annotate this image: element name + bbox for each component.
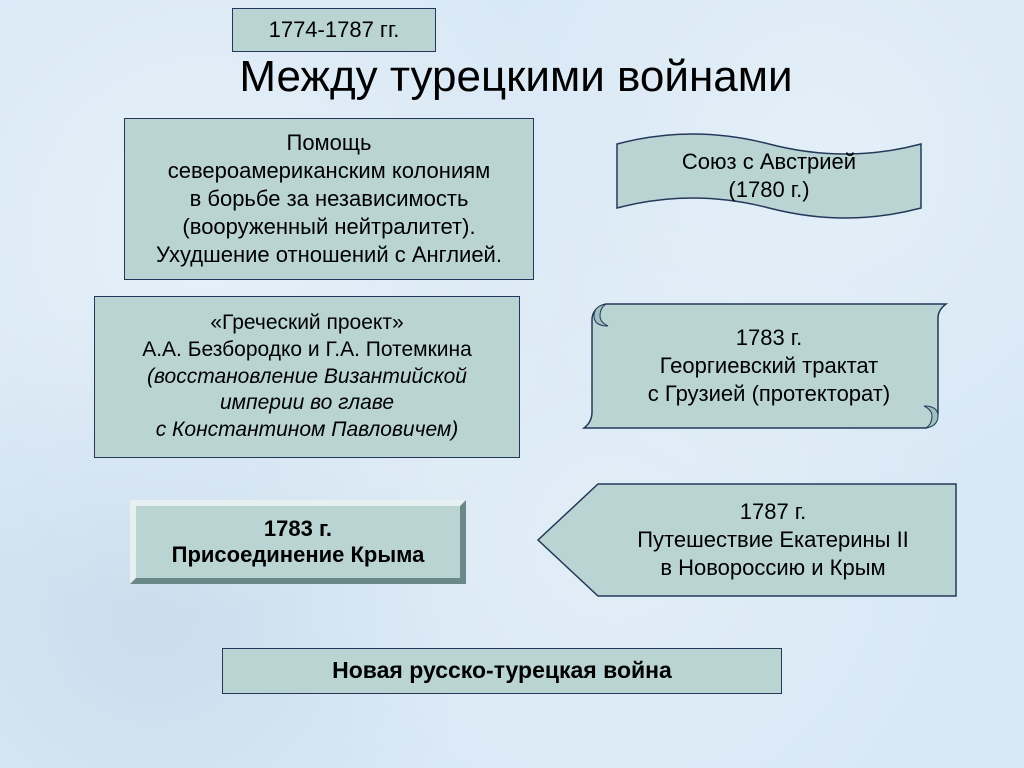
austria-line-2: (1780 г.): [728, 176, 809, 204]
colonies-line-4: (вооруженный нейтралитет).: [182, 213, 475, 241]
arrow-trip: 1787 г. Путешествие Екатерины II в Новор…: [534, 480, 960, 600]
greek-line-1: «Греческий проект»: [210, 310, 403, 337]
header-date-badge: 1774-1787 гг.: [232, 8, 436, 52]
footer-bar: Новая русско-турецкая война: [222, 648, 782, 694]
colonies-line-5: Ухудшение отношений с Англией.: [156, 241, 502, 269]
scroll-georgia: 1783 г. Георгиевский трактат с Грузией (…: [580, 300, 950, 432]
greek-line-3: (восстановление Византийской: [147, 364, 467, 391]
greek-line-5: с Константином Павловичем): [156, 417, 459, 444]
box-colonies: Помощь североамериканским колониям в бор…: [124, 118, 534, 280]
wave-austria: Союз с Австрией (1780 г.): [616, 122, 922, 230]
austria-line-1: Союз с Австрией: [682, 148, 856, 176]
trip-line-1: 1787 г.: [740, 498, 807, 526]
greek-line-2: А.А. Безбородко и Г.А. Потемкина: [142, 337, 472, 364]
georgia-line-2: Георгиевский трактат: [660, 352, 879, 380]
crimea-line-2: Присоединение Крыма: [172, 542, 425, 568]
colonies-line-2: североамериканским колониям: [168, 157, 491, 185]
trip-line-2: Путешествие Екатерины II: [637, 526, 909, 554]
trip-line-3: в Новороссию и Крым: [660, 554, 885, 582]
footer-text: Новая русско-турецкая война: [332, 656, 672, 685]
crimea-line-1: 1783 г.: [264, 516, 332, 542]
colonies-line-3: в борьбе за независимость: [190, 185, 469, 213]
slide-title: Между турецкими войнами: [126, 52, 906, 102]
georgia-line-3: с Грузией (протекторат): [648, 380, 890, 408]
header-date-text: 1774-1787 гг.: [269, 16, 400, 44]
slide-title-text: Между турецкими войнами: [239, 52, 792, 101]
bevel-crimea: 1783 г. Присоединение Крыма: [130, 500, 466, 584]
greek-line-4: империи во главе: [220, 390, 394, 417]
colonies-line-1: Помощь: [287, 129, 372, 157]
box-greek-project: «Греческий проект» А.А. Безбородко и Г.А…: [94, 296, 520, 458]
georgia-line-1: 1783 г.: [736, 324, 803, 352]
